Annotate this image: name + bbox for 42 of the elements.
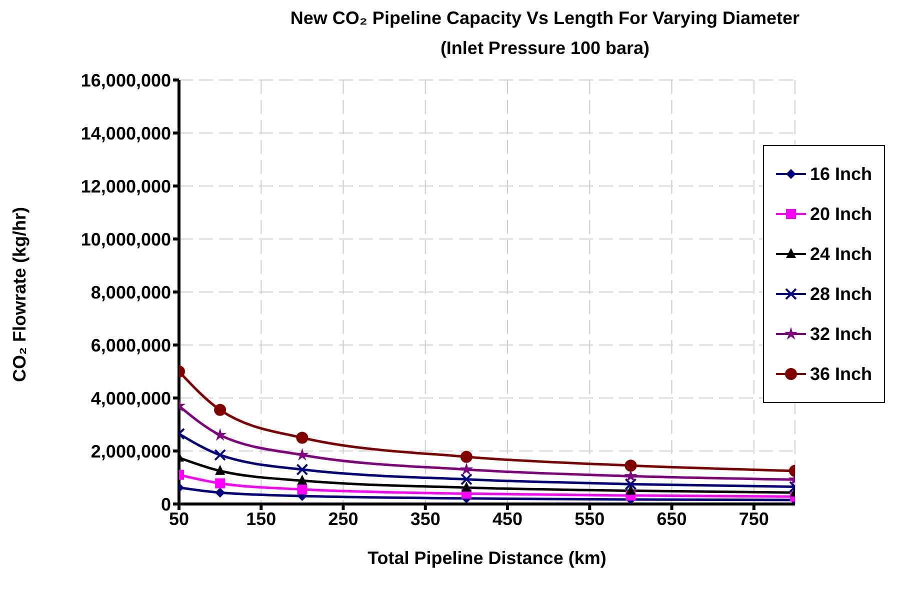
y-tick-label: 14,000,000 <box>80 123 171 144</box>
y-tick-label: 12,000,000 <box>80 176 171 196</box>
point <box>214 448 226 461</box>
point <box>213 428 227 441</box>
legend-label: 20 Inch <box>810 204 872 224</box>
legend-label: 28 Inch <box>810 284 872 304</box>
legend-label: 24 Inch <box>810 244 872 264</box>
point <box>460 450 472 463</box>
point <box>460 473 472 486</box>
chart-title: New CO₂ Pipeline Capacity Vs Length For Varying Diameter <box>290 8 800 28</box>
x-tick-label: 650 <box>656 508 687 529</box>
y-tick-label: 8,000,000 <box>90 282 171 302</box>
y-tick-label: 0 <box>160 494 171 514</box>
x-axis-title: Total Pipeline Distance (km) <box>368 548 606 568</box>
chart-subtitle: (Inlet Pressure 100 bara) <box>440 38 650 58</box>
point <box>296 464 308 476</box>
y-tick-label: 4,000,000 <box>90 388 171 408</box>
point <box>214 404 226 416</box>
x-tick-label: 350 <box>410 508 440 529</box>
point <box>461 482 472 492</box>
point <box>215 488 226 498</box>
y-tick-label: 6,000,000 <box>90 335 171 356</box>
x-tick-label: 150 <box>246 508 276 529</box>
x-tick-label: 450 <box>492 508 523 529</box>
y-tick-label: 2,000,000 <box>90 441 171 462</box>
x-tick-label: 250 <box>328 508 358 529</box>
point <box>215 464 226 475</box>
x-tick-label: 50 <box>168 508 190 529</box>
point <box>215 478 226 488</box>
point <box>297 484 308 494</box>
x-tick-label: 550 <box>574 508 605 529</box>
y-axis-title: CO₂ Flowrate (kg/hr) <box>9 206 30 382</box>
point <box>296 448 309 461</box>
point <box>460 462 474 476</box>
y-tick-label: 16,000,000 <box>80 70 171 90</box>
point <box>296 432 308 444</box>
point <box>297 474 308 485</box>
x-tick-label: 750 <box>738 508 769 529</box>
legend-label: 16 Inch <box>810 164 872 184</box>
y-tick-label: 10,000,000 <box>80 229 171 250</box>
legend-label: 32 Inch <box>810 324 872 344</box>
legend-label: 36 Inch <box>810 364 872 384</box>
